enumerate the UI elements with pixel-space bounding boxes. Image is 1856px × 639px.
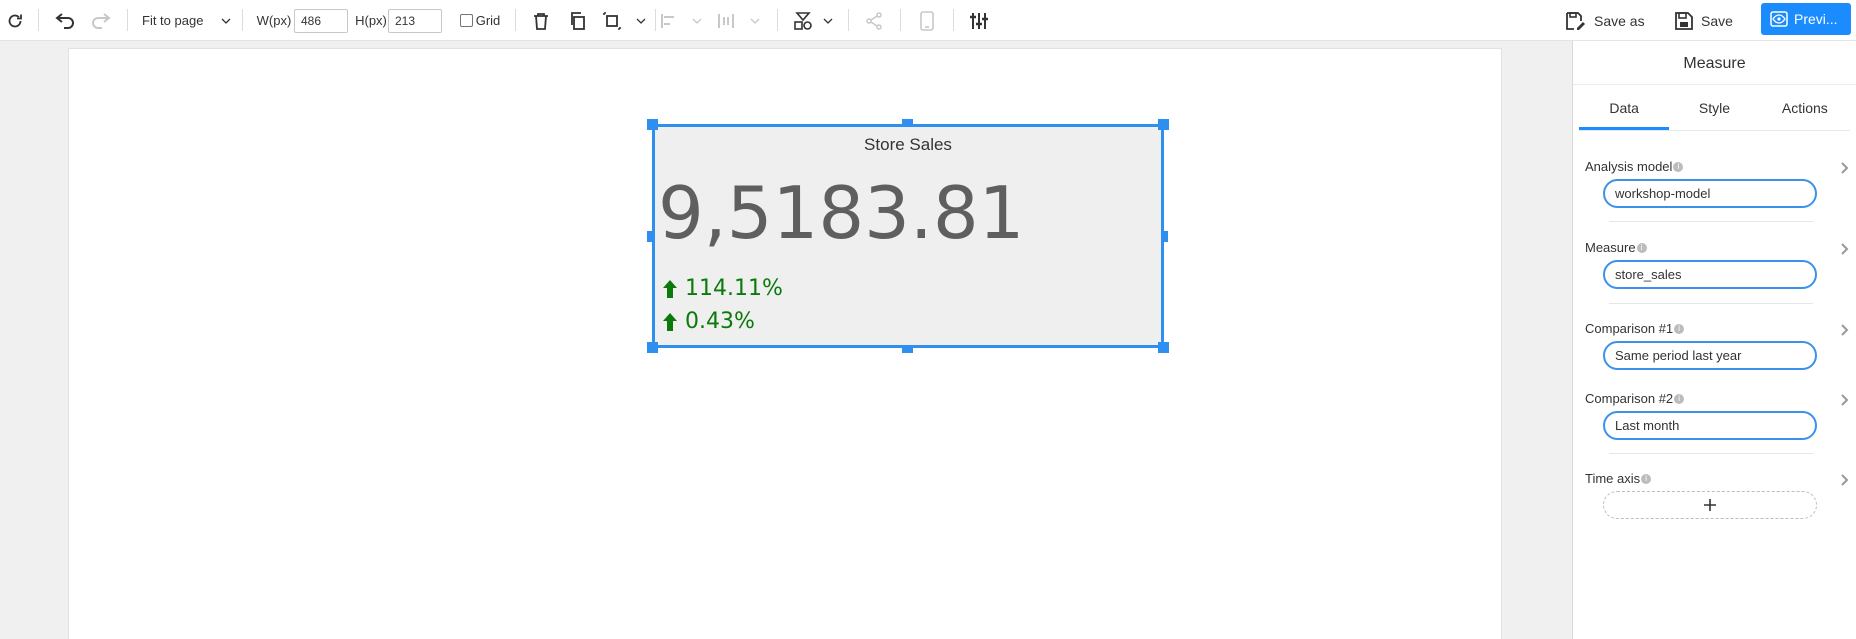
- preview-button[interactable]: Previ...: [1761, 3, 1851, 35]
- resize-handle-top-right[interactable]: [1158, 119, 1169, 130]
- toolbar: Fit to page W(px) 486 H(px) 213 Grid: [0, 0, 1856, 41]
- time-axis-field: Time axis i: [1585, 471, 1849, 541]
- comparison-2-field: Comparison #2 i Last month: [1585, 391, 1849, 461]
- save-icon: [1675, 11, 1693, 30]
- preview-label: Previ...: [1794, 11, 1838, 27]
- eye-icon: [1770, 11, 1788, 27]
- fit-to-page-label: Fit to page: [142, 13, 204, 28]
- comparison-2-value: 0.43%: [685, 309, 755, 334]
- info-icon[interactable]: i: [1674, 393, 1685, 404]
- analysis-model-field: Analysis model i workshop-model: [1585, 159, 1849, 229]
- comparison-2: 0.43%: [663, 309, 755, 334]
- chevron-down-icon: [221, 18, 231, 24]
- resize-handle-top[interactable]: [902, 119, 913, 125]
- panel-tabs: Data Style Actions: [1579, 85, 1850, 131]
- share-icon[interactable]: [863, 0, 885, 41]
- widget-title: Store Sales: [864, 135, 952, 154]
- chevron-right-icon[interactable]: [1841, 161, 1849, 177]
- chevron-down-icon[interactable]: [748, 0, 762, 41]
- redo-icon[interactable]: [88, 0, 114, 41]
- analysis-model-select[interactable]: workshop-model: [1603, 179, 1817, 208]
- save-as-button[interactable]: Save as: [1566, 0, 1648, 41]
- undo-icon[interactable]: [52, 0, 78, 41]
- analysis-model-label: Analysis model: [1585, 159, 1673, 174]
- chevron-down-icon[interactable]: [821, 0, 835, 41]
- comparison-1-label: Comparison #1: [1585, 321, 1674, 336]
- height-input[interactable]: 213: [388, 9, 442, 33]
- properties-panel: Measure Data Style Actions Analysis mode…: [1572, 41, 1856, 639]
- grid-label: Grid: [475, 13, 501, 28]
- comparison-2-label: Comparison #2: [1585, 391, 1674, 406]
- shapes-icon[interactable]: [792, 0, 814, 41]
- time-axis-label: Time axis: [1585, 471, 1641, 486]
- select-frame-icon[interactable]: [601, 0, 623, 41]
- grid-toggle[interactable]: Grid: [458, 0, 502, 41]
- info-icon[interactable]: i: [1673, 161, 1684, 172]
- refresh-icon[interactable]: [2, 0, 28, 41]
- measure-value: 9,5183.81: [658, 171, 1025, 255]
- plus-icon: [1703, 498, 1717, 512]
- resize-handle-left[interactable]: [647, 231, 653, 242]
- comparison-1: 114.11%: [663, 276, 783, 301]
- height-label: H(px): [355, 13, 387, 28]
- width-label: W(px): [256, 13, 292, 28]
- comparison-1-field: Comparison #1 i Same period last year: [1585, 321, 1849, 381]
- add-time-axis-button[interactable]: [1603, 491, 1817, 519]
- resize-handle-top-left[interactable]: [647, 119, 658, 130]
- resize-handle-bottom-right[interactable]: [1158, 342, 1169, 353]
- info-icon[interactable]: i: [1641, 473, 1652, 484]
- chevron-right-icon[interactable]: [1841, 242, 1849, 258]
- measure-select[interactable]: store_sales: [1603, 260, 1817, 289]
- resize-handle-bottom[interactable]: [902, 347, 913, 353]
- arrow-up-icon: [663, 312, 677, 331]
- fit-to-page-dropdown[interactable]: Fit to page: [142, 0, 232, 41]
- save-label: Save: [1701, 12, 1733, 29]
- settings-sliders-icon[interactable]: [967, 0, 991, 41]
- tab-data[interactable]: Data: [1579, 85, 1670, 130]
- comparison-2-select[interactable]: Last month: [1603, 411, 1817, 440]
- measure-label: Measure: [1585, 240, 1636, 255]
- chevron-right-icon[interactable]: [1841, 323, 1849, 339]
- resize-handle-bottom-left[interactable]: [647, 342, 658, 353]
- save-as-label: Save as: [1594, 12, 1645, 29]
- info-icon[interactable]: i: [1636, 242, 1647, 253]
- tab-actions[interactable]: Actions: [1781, 100, 1828, 116]
- distribute-icon[interactable]: [715, 0, 737, 41]
- save-as-icon: [1566, 11, 1586, 30]
- measure-field: Measure i store_sales: [1585, 240, 1849, 310]
- comparison-1-value: 114.11%: [685, 276, 783, 301]
- chevron-right-icon[interactable]: [1841, 473, 1849, 489]
- delete-icon[interactable]: [530, 0, 552, 41]
- comparison-1-select[interactable]: Same period last year: [1603, 341, 1817, 370]
- resize-handle-right[interactable]: [1162, 231, 1168, 242]
- chevron-right-icon[interactable]: [1841, 393, 1849, 409]
- chevron-down-icon[interactable]: [690, 0, 704, 41]
- align-left-icon[interactable]: [658, 0, 680, 41]
- save-button[interactable]: Save: [1675, 0, 1745, 41]
- arrow-up-icon: [663, 279, 677, 298]
- measure-widget[interactable]: Store Sales 9,5183.81 114.11% 0.43%: [652, 124, 1164, 348]
- panel-title: Measure: [1573, 41, 1856, 85]
- mobile-icon[interactable]: [916, 0, 938, 41]
- tab-style[interactable]: Style: [1698, 100, 1731, 116]
- chevron-down-icon[interactable]: [634, 0, 648, 41]
- width-input[interactable]: 486: [294, 9, 348, 33]
- grid-checkbox[interactable]: [459, 14, 473, 27]
- copy-icon[interactable]: [566, 0, 588, 41]
- info-icon[interactable]: i: [1674, 323, 1685, 334]
